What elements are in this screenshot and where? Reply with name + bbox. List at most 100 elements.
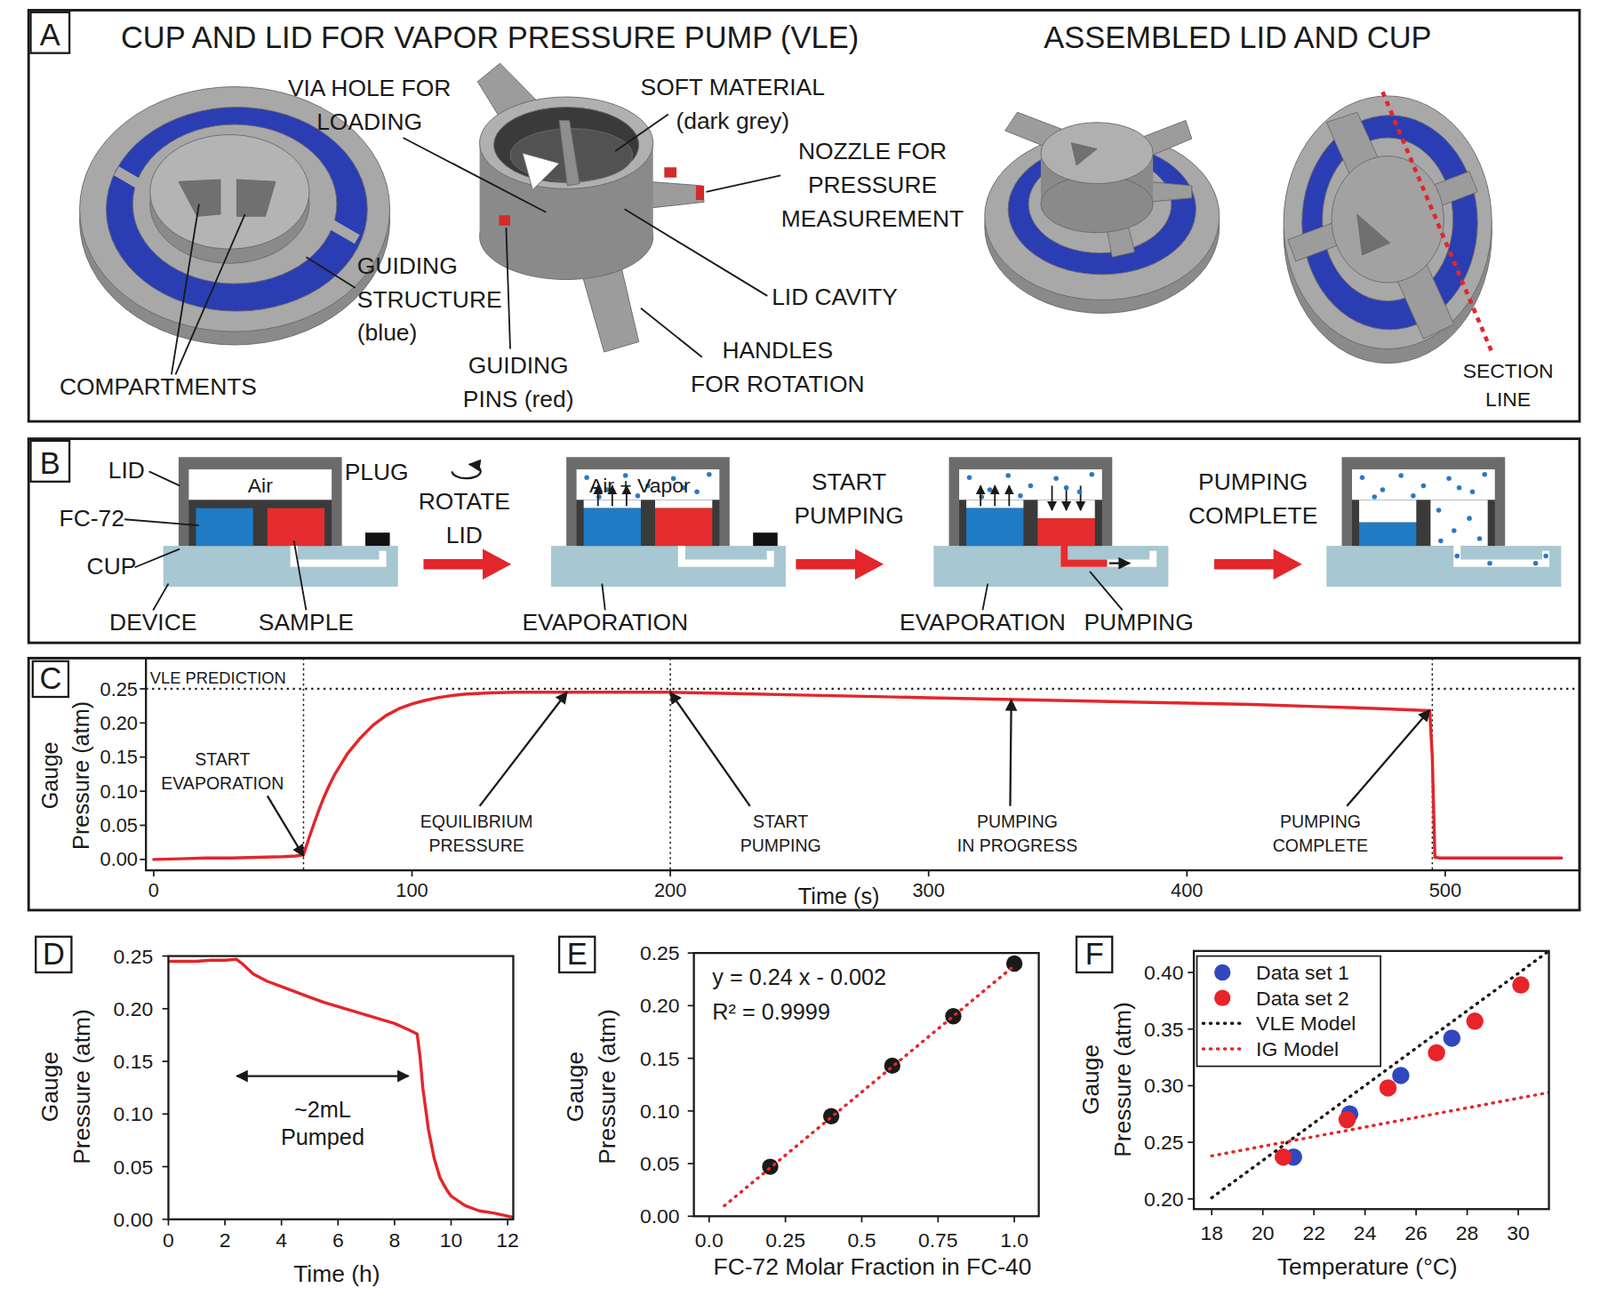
plot-data — [724, 955, 1023, 1207]
x-tick-label: 200 — [654, 879, 687, 902]
vapor-dot — [1360, 474, 1366, 480]
leader-line — [135, 549, 181, 568]
leader-line — [149, 471, 180, 486]
label: LINE — [1485, 387, 1531, 411]
x-tick-label: 300 — [912, 879, 945, 902]
title: CUP AND LID FOR VAPOR PRESSURE PUMP (VLE… — [120, 20, 859, 55]
y-tick-label: 0.10 — [100, 780, 138, 803]
y-tick-label: 0.20 — [100, 712, 138, 735]
data-line — [1211, 1092, 1549, 1156]
cup-post-top — [150, 135, 310, 250]
label: Air + Vapor — [589, 473, 691, 497]
lid-cavity — [1352, 469, 1496, 500]
lid — [949, 456, 1113, 546]
y-tick-label: 0.00 — [640, 1204, 680, 1228]
vapor-dot — [1438, 538, 1444, 544]
vapor-dot — [1089, 472, 1096, 478]
lid-divider — [559, 120, 580, 185]
vapor-dot — [694, 489, 700, 496]
label: GUIDING — [357, 252, 458, 280]
vapor-dot — [1446, 476, 1452, 482]
x-axis-label: Temperature (°C) — [1277, 1253, 1458, 1280]
panel-letter: C — [39, 661, 62, 696]
process-arrow — [795, 549, 884, 580]
x-tick-label: 0 — [162, 1228, 175, 1252]
panel-letter: D — [42, 936, 65, 971]
x-tick-label: 12 — [496, 1228, 520, 1252]
vapor-dot — [1017, 493, 1024, 499]
y-tick-label: 0.20 — [113, 997, 154, 1021]
annotation: EQUILIBRIUM — [420, 811, 534, 832]
x-tick-label: 500 — [1429, 879, 1462, 902]
cup-inner — [132, 124, 337, 284]
cup — [1352, 499, 1496, 546]
leader-line — [402, 137, 546, 213]
chart: E0.00.250.50.751.00.000.050.100.150.200.… — [559, 936, 1040, 1280]
plot-frame — [694, 952, 1040, 1216]
lid-cavity — [576, 469, 720, 500]
x-tick-label: 18 — [1200, 1221, 1224, 1245]
leader-line — [171, 204, 200, 376]
lid-top — [1331, 156, 1444, 283]
process-arrow — [1214, 549, 1303, 580]
channel — [294, 545, 384, 564]
section-line — [1382, 91, 1492, 352]
y-tick-label: 0.30 — [1144, 1073, 1184, 1097]
x-tick-label: 10 — [440, 1228, 464, 1252]
x-tick-label: 100 — [395, 879, 428, 902]
vapor-arrow — [1080, 485, 1082, 511]
x-tick-label: 24 — [1353, 1221, 1377, 1245]
x-tick-label: 20 — [1251, 1221, 1275, 1245]
span-arrow — [236, 1074, 408, 1077]
label: PUMPING — [1084, 608, 1194, 636]
compartment — [178, 179, 221, 216]
label: NOZZLE FOR — [798, 137, 947, 165]
data-line — [153, 692, 1562, 860]
via-hole — [1071, 143, 1097, 166]
label: (blue) — [357, 319, 417, 346]
annotation: IN PROGRESS — [957, 835, 1078, 856]
y-axis-label: Gauge — [36, 1051, 64, 1122]
compartment — [236, 179, 276, 216]
plot-frame — [1193, 951, 1549, 1209]
y-tick-label: 0.05 — [113, 1155, 154, 1179]
via-hole — [1357, 214, 1391, 256]
y-tick-label: 0.15 — [640, 1047, 680, 1071]
leader-line — [705, 175, 781, 192]
y-tick-label: 0.25 — [640, 941, 680, 965]
lid — [566, 456, 730, 546]
vapor-dot — [1481, 472, 1488, 478]
label: SAMPLE — [258, 608, 354, 636]
vapor-dot — [1456, 485, 1463, 491]
fc72 — [1359, 522, 1416, 546]
guiding-pin — [498, 215, 511, 225]
data-line — [168, 959, 513, 1217]
plug — [365, 532, 391, 546]
schematic — [933, 456, 1168, 587]
vapor-arrow — [993, 485, 996, 506]
label: EVAPORATION — [521, 608, 688, 636]
x-tick-label: 2 — [219, 1228, 232, 1252]
open-space — [655, 499, 712, 508]
panel-letter-box — [30, 12, 70, 54]
y-tick-label: 0.10 — [640, 1099, 680, 1123]
leader-line — [124, 519, 200, 526]
annotation: R² = 0.9999 — [712, 999, 831, 1024]
label: LID CAVITY — [771, 283, 898, 311]
vapor-dot — [1028, 483, 1034, 489]
label: GUIDING — [468, 352, 569, 379]
panel-a: ACUP AND LID FOR VAPOR PRESSURE PUMP (VL… — [28, 9, 1580, 422]
label: FOR ROTATION — [690, 370, 864, 398]
via-hole — [522, 152, 560, 190]
x-tick-label: 400 — [1170, 879, 1203, 902]
x-axis-label: Time (s) — [798, 883, 880, 909]
fc72 — [966, 508, 1024, 546]
label: START — [811, 468, 887, 496]
data-point — [823, 1108, 840, 1125]
device — [551, 545, 786, 587]
label: PUMPING — [1198, 468, 1308, 496]
vapor-dot — [1543, 553, 1549, 560]
sample — [1037, 518, 1095, 546]
panel-letter-box — [1076, 936, 1112, 973]
annotation: START — [752, 811, 808, 832]
